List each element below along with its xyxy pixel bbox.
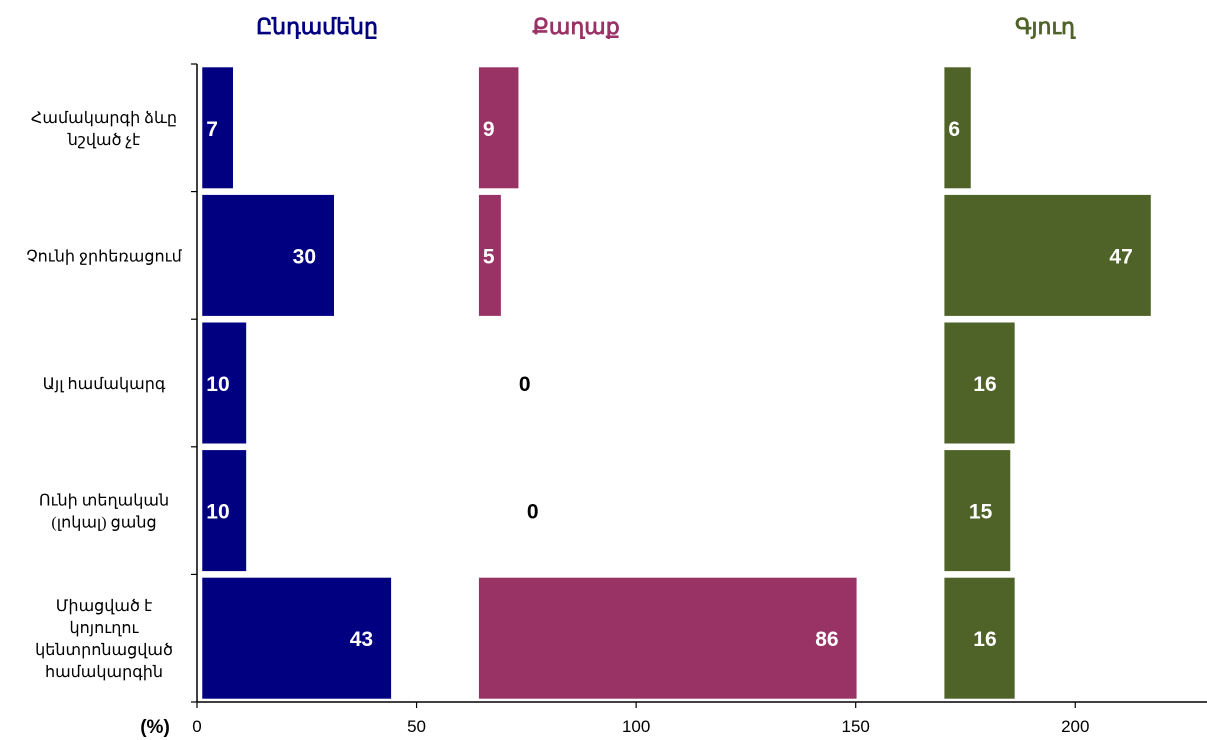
series-title: Ընդամենը [256, 14, 378, 39]
bar [944, 577, 1015, 699]
data-label: 9 [483, 118, 495, 141]
category-label: Ունի տեղական (լոկալ) ցանց [39, 493, 169, 532]
bar [202, 577, 392, 699]
bar [202, 67, 234, 189]
x-tick-label: 0 [192, 717, 201, 736]
data-label: 16 [973, 628, 996, 651]
bar [478, 577, 857, 699]
category-label: Այլ համակարգ [43, 376, 166, 393]
bar [944, 450, 1011, 572]
category-label: Միացված է կոյուղու կենտրոնացված համակարգին [35, 598, 173, 681]
data-label: 10 [206, 373, 229, 396]
bar [478, 194, 501, 316]
data-label: 43 [350, 628, 373, 651]
data-label: 5 [483, 245, 495, 268]
series-title: Քաղաք [532, 14, 619, 39]
x-tick-label: 50 [407, 717, 426, 736]
bar [944, 194, 1151, 316]
data-label: 0 [527, 501, 539, 524]
bar [202, 450, 247, 572]
data-label: 47 [1109, 245, 1132, 268]
data-label: 10 [206, 501, 229, 524]
data-label: 86 [815, 628, 838, 651]
category-label: Չունի ջրհեռացում [26, 248, 182, 265]
data-label: 6 [948, 118, 960, 141]
bar [944, 67, 971, 189]
category-label: Համակարգի ձևը նշված չէ [31, 110, 177, 149]
data-label: 15 [969, 501, 993, 524]
bar [478, 67, 519, 189]
x-tick-label: 100 [622, 717, 650, 736]
data-label: 7 [206, 118, 218, 141]
bar [202, 322, 247, 444]
series-title: Գյուղ [1015, 14, 1076, 39]
data-label: 0 [519, 373, 531, 396]
data-label: 16 [973, 373, 996, 396]
unit-label: (%) [140, 717, 170, 738]
x-tick-label: 200 [1061, 717, 1089, 736]
bar [202, 194, 335, 316]
x-tick-label: 150 [842, 717, 870, 736]
bar [944, 322, 1015, 444]
data-label: 30 [293, 245, 316, 268]
